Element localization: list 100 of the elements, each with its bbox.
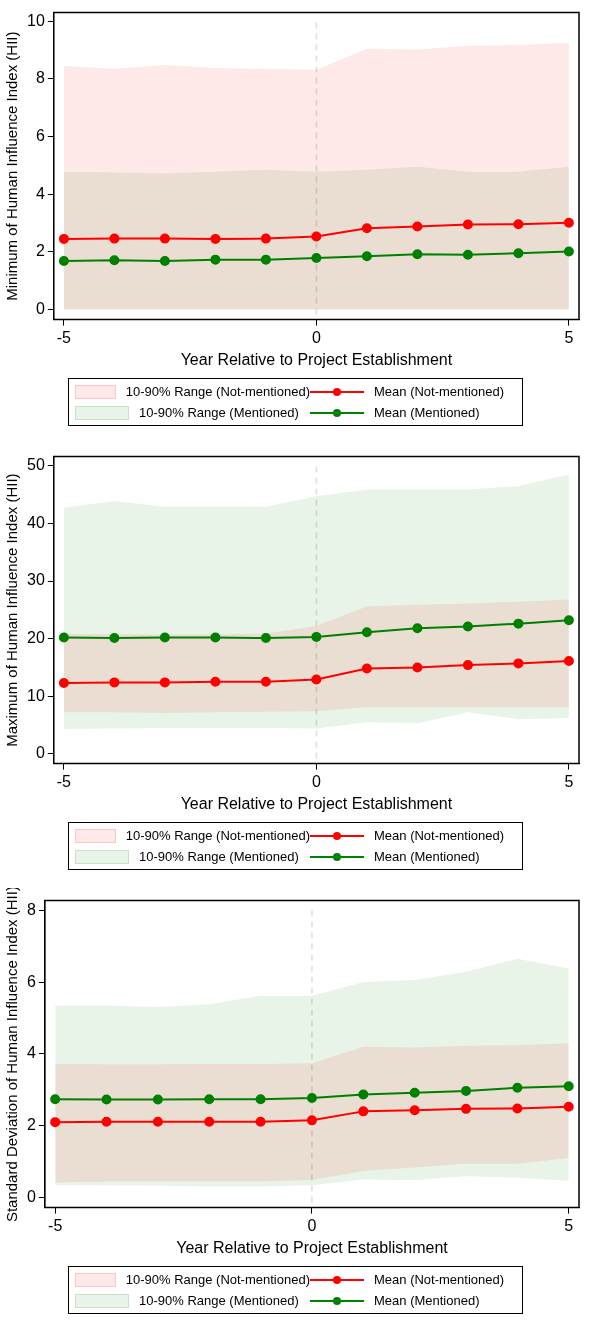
point: [260, 254, 271, 265]
x-tick-label: -5: [56, 328, 72, 346]
point: [311, 674, 322, 685]
point: [152, 1116, 163, 1127]
point: [159, 632, 170, 643]
point: [311, 631, 322, 642]
x-axis-title: Year Relative to Project Establishment: [180, 350, 453, 368]
point: [513, 248, 524, 259]
legend-label: Mean (Not-mentioned): [374, 828, 505, 843]
y-tick-label: 4: [35, 184, 45, 202]
point: [412, 662, 423, 673]
y-tick-label: 10: [27, 686, 45, 704]
point: [563, 1101, 574, 1112]
point: [311, 231, 322, 242]
point: [563, 1081, 574, 1092]
point: [50, 1094, 61, 1105]
point: [409, 1087, 420, 1098]
point: [58, 632, 69, 643]
point: [159, 256, 170, 267]
point: [204, 1094, 215, 1105]
point: [255, 1116, 266, 1127]
y-tick-label: 0: [26, 1187, 36, 1205]
point: [361, 627, 372, 638]
legend-label: Mean (Mentioned): [374, 1293, 480, 1308]
x-axis-title: Year Relative to Project Establishment: [180, 794, 453, 812]
legend-label: Mean (Mentioned): [374, 405, 480, 420]
y-tick-label: 8: [35, 69, 45, 87]
x-tick-label: 0: [311, 328, 321, 346]
legend-label: Mean (Not-mentioned): [374, 384, 505, 399]
point: [210, 632, 221, 643]
y-tick-label: 40: [27, 513, 45, 531]
point: [109, 633, 120, 644]
x-tick-label: 5: [564, 1216, 574, 1234]
point: [462, 249, 473, 260]
y-tick-label: 20: [27, 629, 45, 647]
y-tick-label: 6: [35, 126, 45, 144]
point: [409, 1105, 420, 1116]
point: [513, 658, 524, 669]
point: [563, 615, 574, 626]
y-tick-label: 2: [35, 242, 45, 260]
text: 10-90% Range (Not-mentioned): [125, 1272, 310, 1287]
x-tick-label: -5: [56, 772, 72, 790]
text: 10-90% Range (Mentioned): [139, 849, 299, 864]
point: [306, 1115, 317, 1126]
point: [58, 233, 69, 244]
point: [358, 1089, 369, 1100]
y-tick-label: 10: [27, 11, 45, 29]
point: [210, 254, 221, 265]
x-tick-label: 5: [564, 328, 574, 346]
point: [513, 219, 524, 230]
point: [58, 677, 69, 688]
text: 10-90% Range (Mentioned): [139, 405, 299, 420]
point: [152, 1094, 163, 1105]
point: [50, 1117, 61, 1128]
point: [412, 623, 423, 634]
point: [306, 1093, 317, 1104]
y-tick-label: 2: [26, 1116, 36, 1134]
y-tick-label: 4: [26, 1044, 36, 1062]
point: [58, 256, 69, 267]
point: [361, 663, 372, 674]
point: [461, 1103, 472, 1114]
point: [109, 677, 120, 688]
point: [563, 217, 574, 228]
point: [204, 1116, 215, 1127]
point: [260, 233, 271, 244]
point: [462, 219, 473, 230]
point: [255, 1094, 266, 1105]
x-axis-title: Year Relative to Project Establishment: [176, 1238, 449, 1256]
point: [563, 656, 574, 667]
point: [101, 1094, 112, 1105]
point: [412, 221, 423, 232]
point: [159, 233, 170, 244]
point: [101, 1116, 112, 1127]
y-axis-title: Minimum of Human Influence Index (HII): [3, 31, 21, 301]
point: [210, 233, 221, 244]
point: [412, 249, 423, 260]
point: [512, 1103, 523, 1114]
point: [462, 660, 473, 671]
y-tick-label: 50: [27, 456, 45, 474]
text: 10-90% Range (Not-mentioned): [125, 828, 310, 843]
y-axis-title: Maximum of Human Influence Index (HII): [3, 473, 21, 747]
point: [109, 233, 120, 244]
point: [311, 252, 322, 263]
point: [563, 246, 574, 257]
point: [109, 255, 120, 266]
point: [461, 1085, 472, 1096]
point: [159, 677, 170, 688]
point: [358, 1106, 369, 1117]
point: [260, 633, 271, 644]
y-tick-label: 30: [27, 571, 45, 589]
y-tick-label: 0: [35, 299, 45, 317]
x-tick-label: 0: [307, 1216, 317, 1234]
point: [462, 621, 473, 632]
legend-label: Mean (Not-mentioned): [374, 1272, 505, 1287]
point: [512, 1082, 523, 1093]
point: [361, 251, 372, 262]
text: 10-90% Range (Not-mentioned): [125, 384, 310, 399]
y-tick-label: 0: [35, 744, 45, 762]
point: [210, 676, 221, 687]
point: [361, 223, 372, 234]
